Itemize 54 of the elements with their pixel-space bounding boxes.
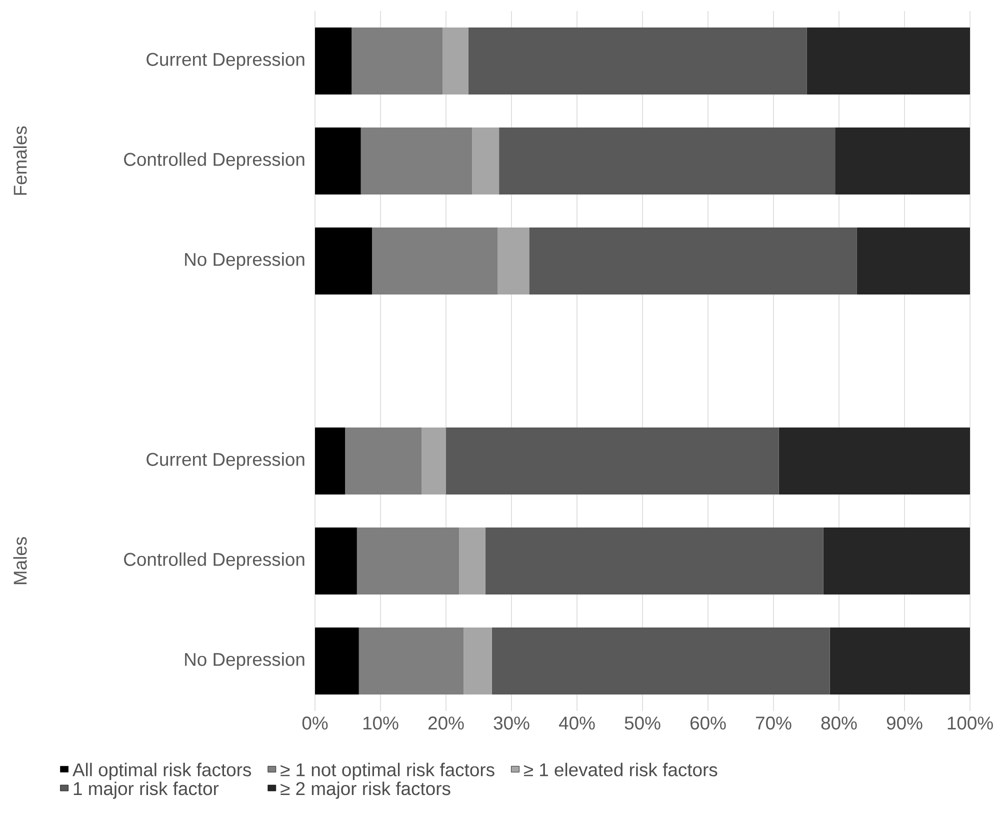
bar xyxy=(529,228,857,295)
x-tick-label: 20% xyxy=(428,716,464,730)
y-tick-label: No Depression xyxy=(185,652,304,670)
bar xyxy=(315,628,359,695)
bar xyxy=(360,128,472,195)
bar xyxy=(830,628,970,695)
text: Males xyxy=(13,537,27,584)
y-tick-label: Current Depression xyxy=(146,452,304,470)
x-tick-label: 10% xyxy=(363,716,398,730)
x-tick-label: 70% xyxy=(756,716,792,730)
y-tick-label: Controlled Depression xyxy=(124,552,304,570)
bar xyxy=(485,528,824,595)
bar xyxy=(422,428,446,495)
bar xyxy=(823,528,970,595)
y-tick-label: No Depression xyxy=(185,252,304,270)
bar xyxy=(464,628,492,695)
bar xyxy=(472,128,500,195)
bar xyxy=(459,528,486,595)
bar xyxy=(442,28,468,95)
bar xyxy=(806,28,970,95)
bar xyxy=(446,428,779,495)
text: Females xyxy=(13,126,27,195)
bar xyxy=(372,228,498,295)
bar xyxy=(356,528,460,595)
bar xyxy=(835,128,970,195)
bar xyxy=(499,128,836,195)
x-tick-label: 50% xyxy=(624,716,660,730)
x-tick-label: 60% xyxy=(690,716,726,730)
bar xyxy=(345,428,422,495)
legend-label: 1 major risk factor xyxy=(74,782,219,799)
legend-label: ≥ 1 not optimal risk factors xyxy=(280,762,494,780)
x-tick-label: 80% xyxy=(821,716,857,730)
bar xyxy=(315,428,346,495)
x-tick-label: 40% xyxy=(558,716,595,730)
legend-label: ≥ 2 major risk factors xyxy=(280,782,450,799)
bar xyxy=(498,228,530,295)
bar xyxy=(468,28,807,95)
bar xyxy=(352,28,443,95)
bar xyxy=(856,228,970,295)
legend-label: ≥ 1 elevated risk factors xyxy=(524,762,718,776)
legend-label: All optimal risk factors xyxy=(72,762,252,780)
bar xyxy=(315,128,361,195)
y-tick-label: Current Depression xyxy=(146,52,304,70)
x-tick-label: 90% xyxy=(886,716,922,730)
x-tick-label: 30% xyxy=(494,716,530,730)
bar xyxy=(315,28,352,95)
x-tick-label: 0% xyxy=(302,716,328,730)
x-tick-label: 100% xyxy=(948,716,993,730)
y-tick-label: Controlled Depression xyxy=(124,152,304,170)
bar xyxy=(315,528,357,595)
bar xyxy=(358,628,464,695)
bar xyxy=(492,628,830,695)
bar xyxy=(315,228,372,295)
bar xyxy=(778,428,970,495)
